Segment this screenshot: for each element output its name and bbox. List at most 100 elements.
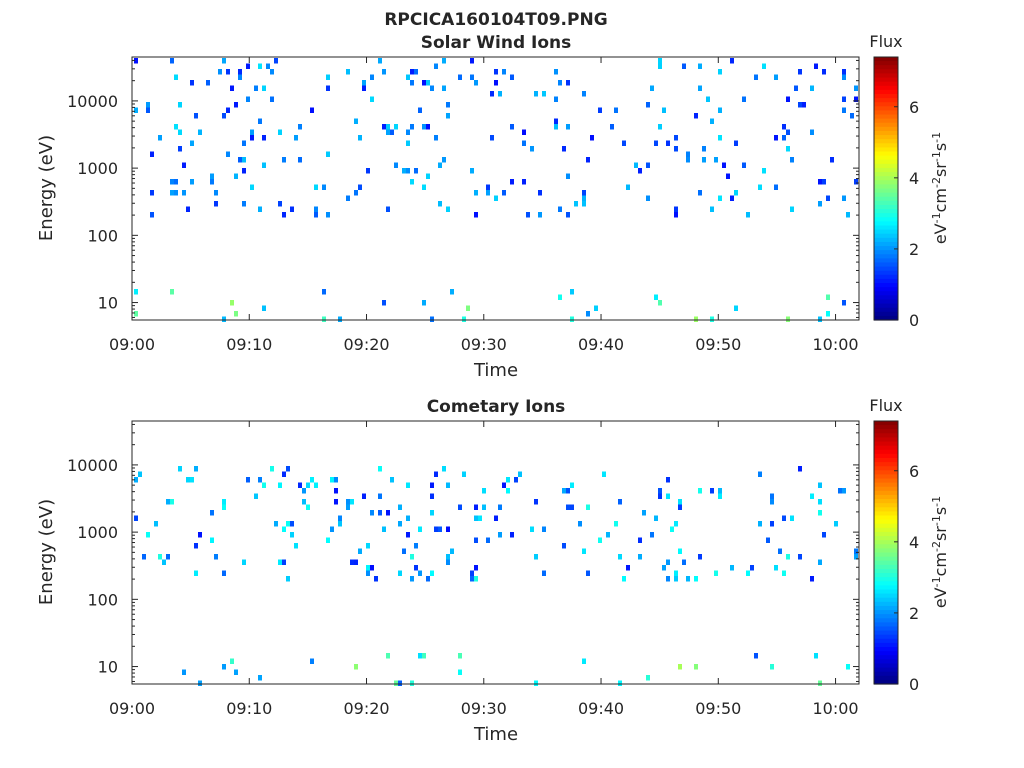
flux-cell	[386, 206, 390, 212]
flux-cell	[414, 565, 418, 571]
flux-cell	[426, 80, 430, 86]
flux-cell	[322, 316, 326, 322]
flux-cell	[678, 664, 682, 670]
flux-cell	[570, 289, 574, 295]
flux-cell	[658, 493, 662, 499]
colorbar-segment	[874, 110, 898, 116]
flux-cell	[354, 118, 358, 124]
flux-cell	[286, 521, 290, 527]
flux-cell	[838, 488, 842, 494]
flux-cell	[426, 173, 430, 179]
flux-cell	[378, 58, 382, 64]
flux-cell	[798, 466, 802, 472]
flux-cell	[430, 482, 434, 488]
flux-cell	[430, 316, 434, 322]
colorbar-segment	[874, 601, 898, 607]
flux-cell	[774, 74, 778, 80]
colorbar-segment	[874, 486, 898, 492]
colorbar-segment	[874, 605, 898, 611]
flux-cell	[246, 477, 250, 483]
colorbar-tick-label: 0	[909, 311, 919, 330]
flux-cell	[322, 184, 326, 190]
flux-cell	[846, 212, 850, 218]
flux-cell	[610, 124, 614, 130]
flux-cell	[222, 504, 226, 510]
flux-cell	[718, 195, 722, 201]
flux-cell	[554, 118, 558, 124]
x-tick-label: 09:40	[578, 335, 624, 354]
x-tick-label: 09:20	[343, 335, 389, 354]
flux-cell	[818, 499, 822, 505]
flux-cell	[798, 102, 802, 108]
colorbar-segment	[874, 278, 898, 284]
flux-cell	[338, 521, 342, 527]
flux-cell	[698, 488, 702, 494]
x-tick-label: 09:40	[578, 699, 624, 718]
flux-cell	[242, 140, 246, 146]
flux-cell	[322, 289, 326, 295]
flux-cell	[378, 466, 382, 472]
colorbar-segment	[874, 589, 898, 595]
colorbar-segment	[874, 237, 898, 243]
flux-cell	[166, 499, 170, 505]
flux-cell	[470, 58, 474, 64]
flux-cell	[222, 664, 226, 670]
flux-cell	[686, 151, 690, 157]
flux-cell	[526, 212, 530, 218]
flux-cell	[438, 526, 442, 532]
flux-cell	[306, 504, 310, 510]
colorbar-segment	[874, 65, 898, 70]
flux-cell	[430, 570, 434, 576]
flux-cell	[494, 80, 498, 86]
flux-cell	[462, 471, 466, 477]
flux-cell	[494, 69, 498, 75]
flux-cell	[194, 466, 198, 472]
flux-cell	[150, 212, 154, 218]
flux-cell	[666, 559, 670, 565]
colorbar-segment	[874, 457, 898, 463]
colorbar-segment	[874, 258, 898, 264]
colorbar-segment	[874, 540, 898, 545]
flux-cell	[682, 559, 686, 565]
flux-cell	[158, 135, 162, 141]
flux-cell	[730, 58, 734, 64]
flux-cell	[242, 559, 246, 565]
flux-cell	[822, 69, 826, 75]
flux-cell	[646, 675, 650, 681]
flux-cell	[410, 179, 414, 185]
flux-cell	[374, 576, 378, 582]
flux-cell	[366, 565, 370, 571]
flux-cell	[814, 653, 818, 659]
colorbar-unit-label: eV-1cm-2sr-1s-1	[930, 132, 951, 244]
flux-cell	[774, 565, 778, 571]
colorbar-segment	[874, 184, 898, 190]
y-axis-label: Energy (eV)	[36, 499, 57, 605]
flux-cell	[386, 653, 390, 659]
flux-cell	[538, 212, 542, 218]
flux-cell	[278, 482, 282, 488]
flux-cell	[446, 113, 450, 119]
flux-cell	[194, 543, 198, 549]
flux-cell	[234, 311, 238, 317]
colorbar-segment	[874, 204, 898, 210]
flux-cell	[854, 548, 858, 554]
flux-cell	[382, 69, 386, 75]
flux-cell	[410, 80, 414, 86]
colorbar-segment	[874, 155, 898, 161]
flux-cell	[714, 157, 718, 163]
flux-cell	[702, 146, 706, 152]
flux-cell	[434, 526, 438, 532]
colorbar-segment	[874, 507, 898, 513]
flux-cell	[582, 190, 586, 196]
colorbar-segment	[874, 490, 898, 496]
flux-cell	[570, 482, 574, 488]
flux-cell	[366, 543, 370, 549]
colorbar-tick-label: 4	[909, 169, 919, 188]
flux-cell	[474, 565, 478, 571]
flux-cell	[826, 195, 830, 201]
colorbar-segment	[874, 536, 898, 541]
colorbar-tick-label: 6	[909, 98, 919, 117]
colorbar-segment	[874, 172, 898, 177]
flux-cell	[166, 554, 170, 560]
flux-cell	[346, 195, 350, 201]
